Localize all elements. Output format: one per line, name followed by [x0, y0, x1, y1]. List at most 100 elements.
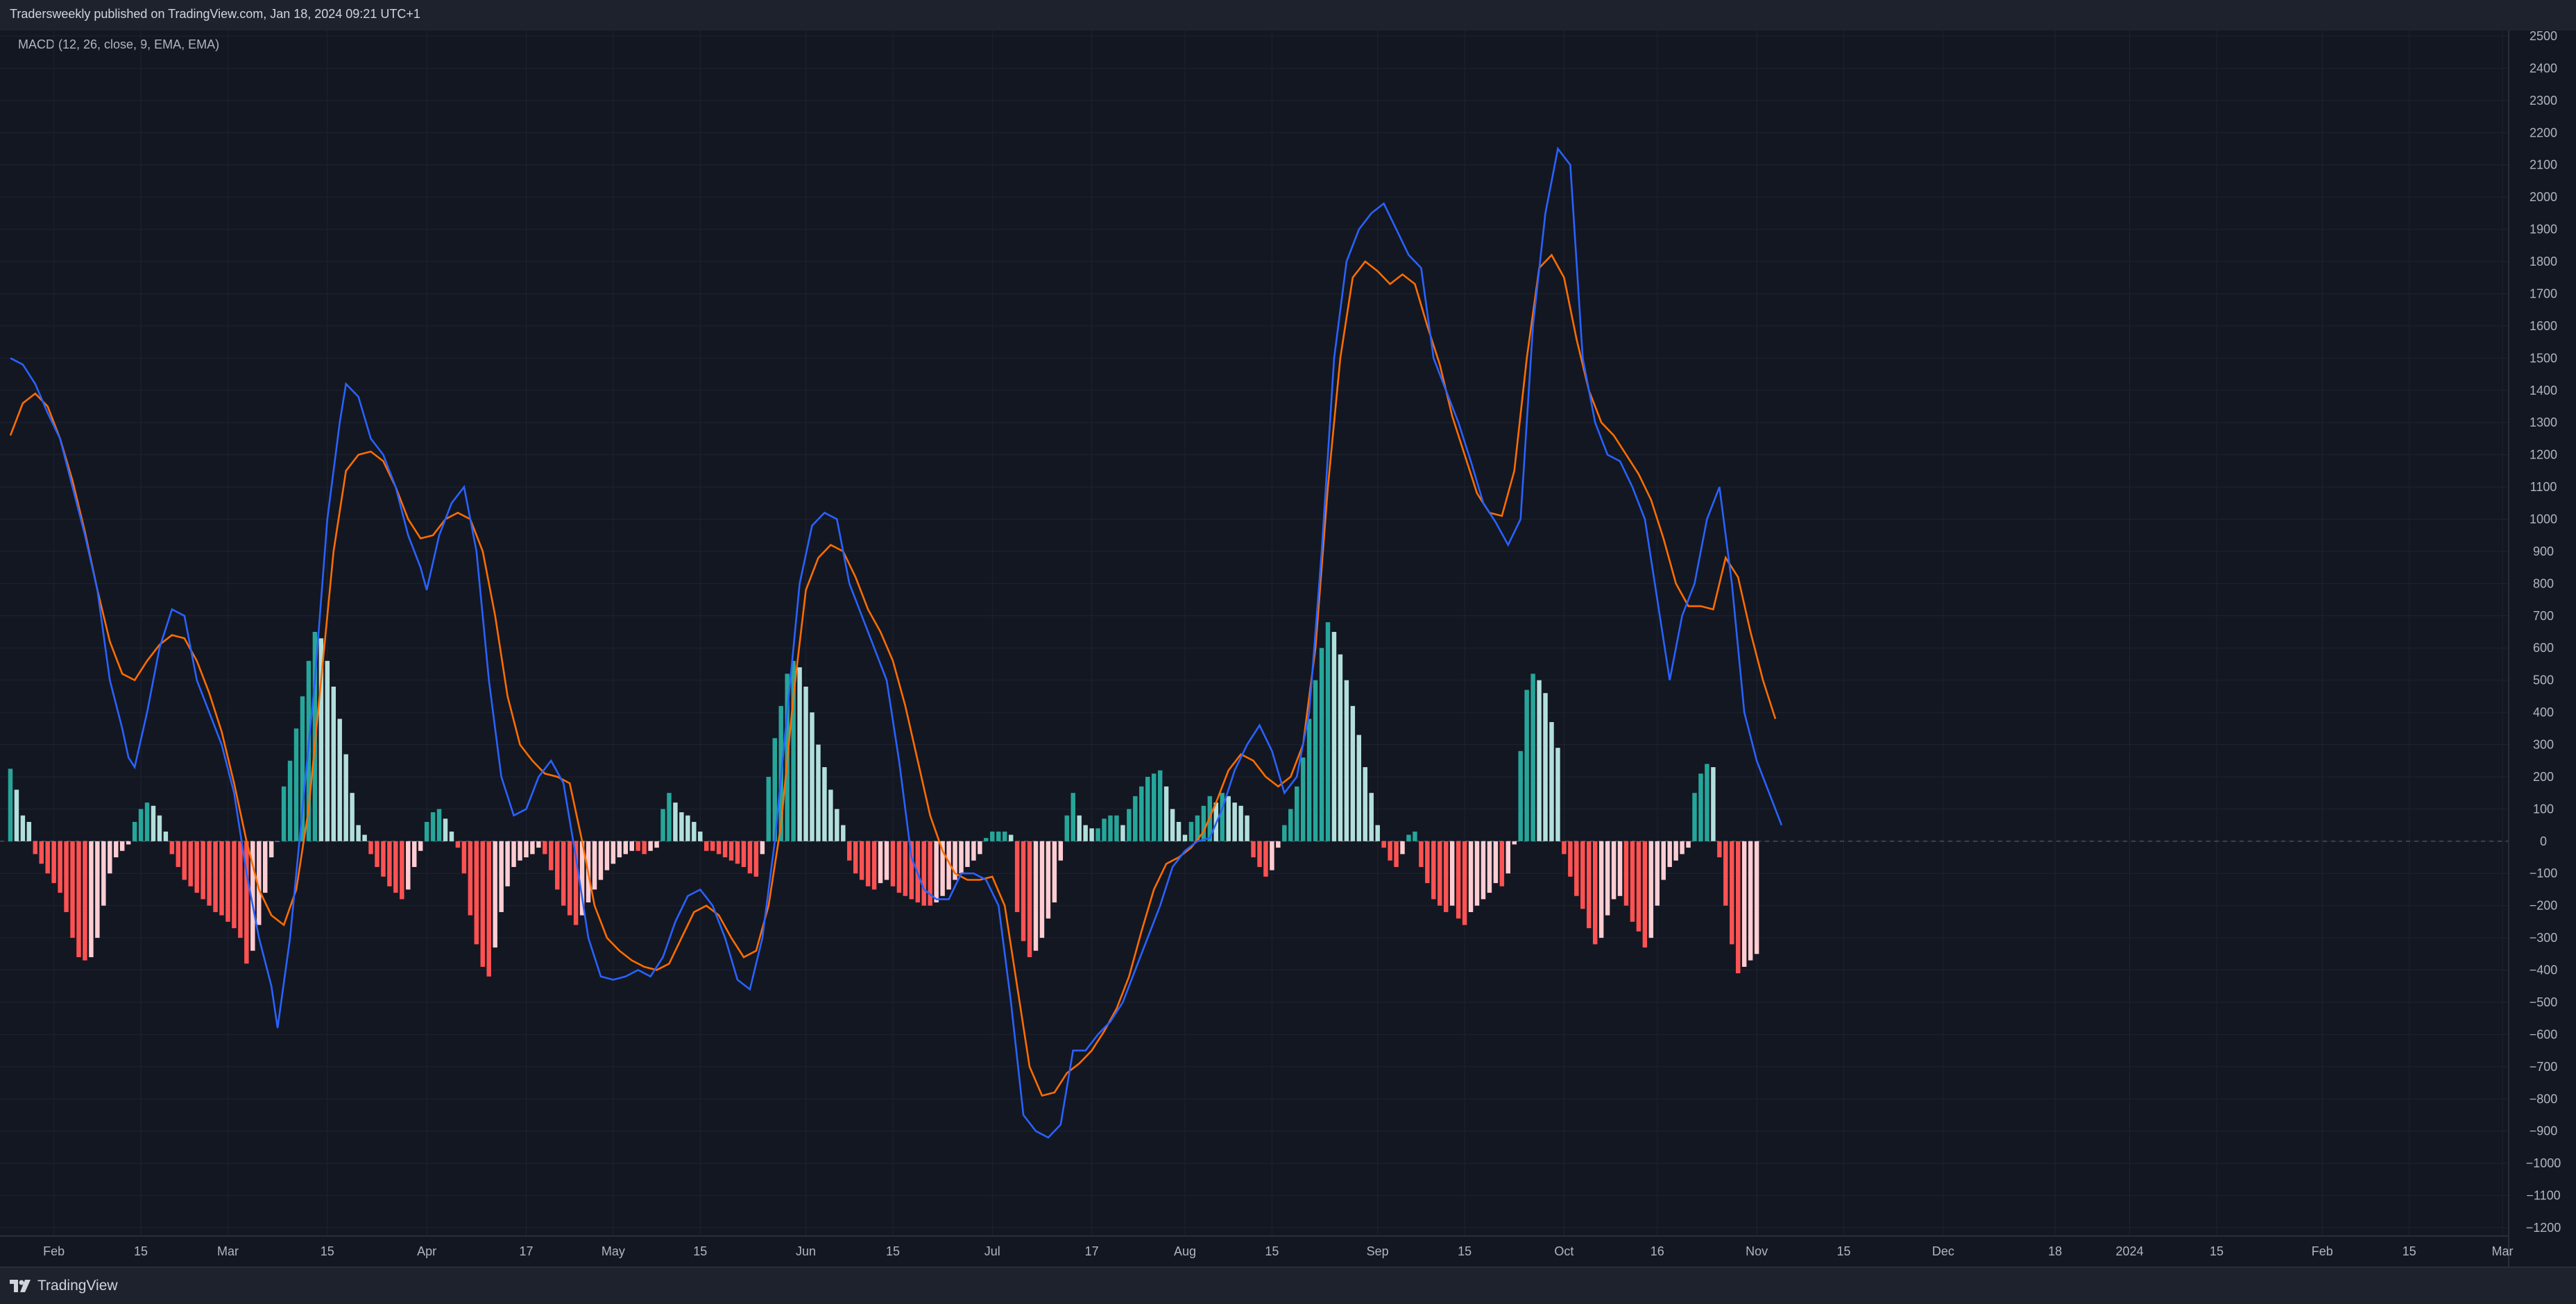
histogram-bar	[1425, 841, 1430, 884]
histogram-bar	[213, 841, 218, 912]
histogram-bar	[940, 841, 945, 896]
histogram-bar	[1711, 767, 1716, 841]
histogram-bar	[1338, 654, 1343, 841]
histogram-bar	[1226, 796, 1231, 841]
histogram-bar	[1487, 841, 1492, 893]
histogram-bar	[108, 841, 112, 874]
histogram-bar	[163, 831, 169, 841]
histogram-bar	[1008, 834, 1014, 841]
publish-caption: Tradersweekly published on TradingView.c…	[10, 7, 420, 21]
histogram-bar	[511, 841, 516, 867]
histogram-bar	[58, 841, 62, 893]
histogram-bar	[89, 841, 94, 957]
time-tick-label: 18	[2048, 1244, 2062, 1258]
histogram-bar	[1474, 841, 1480, 906]
time-tick-label: Feb	[2312, 1244, 2333, 1258]
histogram-bar	[1400, 841, 1405, 855]
histogram-bar	[1064, 815, 1070, 841]
histogram-bar	[1263, 841, 1268, 877]
price-tick-label: −600	[2530, 1027, 2558, 1041]
histogram-bar	[604, 841, 610, 870]
histogram-bar	[735, 841, 740, 864]
histogram-bar	[1754, 841, 1759, 954]
histogram-bar	[1438, 841, 1442, 906]
histogram-bar	[1344, 680, 1349, 841]
histogram-bar	[1350, 705, 1356, 841]
histogram-bar	[480, 841, 485, 967]
histogram-bar	[896, 841, 902, 893]
price-tick-label: 100	[2533, 802, 2554, 816]
histogram-bar	[878, 841, 883, 884]
histogram-bar	[1636, 841, 1641, 932]
histogram-bar	[847, 841, 852, 861]
indicator-legend[interactable]: MACD (12, 26, close, 9, EMA, EMA)	[18, 37, 220, 51]
histogram-bar	[841, 825, 846, 841]
histogram-bar	[1089, 828, 1094, 841]
grid	[0, 31, 2509, 1236]
histogram-bar	[1058, 841, 1064, 861]
histogram-bar	[1288, 809, 1293, 841]
histogram-bar	[555, 841, 560, 890]
histogram-bar	[816, 744, 821, 841]
price-tick-label: −900	[2530, 1124, 2558, 1138]
histogram-bar	[978, 841, 982, 855]
tradingview-logo[interactable]: TradingView	[10, 1278, 118, 1294]
histogram-bar	[753, 841, 759, 877]
time-tick-label: 15	[134, 1244, 148, 1258]
histogram-bar	[26, 821, 32, 841]
histogram-bar	[461, 841, 467, 874]
tradingview-logo-text: TradingView	[37, 1278, 118, 1294]
histogram-bar	[499, 841, 504, 912]
time-axis[interactable]: Feb 15 Mar 15 Apr 17 May 15 Jun 15 Jul 17 Aug 15 Sep 15…	[43, 1244, 2513, 1258]
histogram-bar	[1270, 841, 1274, 870]
time-tick-label: Jun	[796, 1244, 816, 1258]
histogram-bar	[1251, 841, 1256, 858]
macd-chart[interactable]: 2500240023002200210020001900180017001600…	[0, 0, 2576, 1267]
histogram-bar	[1033, 841, 1039, 951]
histogram-bar	[1027, 841, 1032, 957]
price-tick-label: −1100	[2526, 1189, 2560, 1203]
histogram-bar	[1730, 841, 1734, 945]
histogram-bar	[381, 841, 386, 877]
histogram-bar	[325, 660, 330, 841]
price-tick-label: 2300	[2530, 94, 2557, 108]
histogram-bar	[685, 815, 690, 841]
histogram-bar	[157, 815, 162, 841]
histogram-bar	[1356, 735, 1362, 841]
histogram-bar	[1723, 841, 1728, 906]
histogram-bar	[114, 841, 119, 858]
histogram-bar	[1481, 841, 1486, 900]
histogram-bar	[368, 841, 373, 855]
histogram-bar	[1046, 841, 1051, 919]
histogram-bar	[1630, 841, 1635, 922]
histogram-bar	[629, 841, 634, 851]
histogram-bar	[1220, 793, 1225, 841]
histogram-bar	[1493, 841, 1499, 884]
price-tick-label: 200	[2533, 770, 2554, 784]
time-tick-label: 17	[1085, 1244, 1099, 1258]
histogram-bar	[1468, 841, 1474, 912]
histogram-bar	[660, 809, 665, 841]
histogram-bar	[268, 841, 274, 858]
price-tick-label: −800	[2530, 1092, 2558, 1106]
histogram-bar	[449, 831, 454, 841]
histogram-bar	[1300, 757, 1306, 841]
histogram-bar	[33, 841, 38, 855]
histogram-bar	[126, 841, 131, 845]
histogram-bar	[704, 841, 709, 851]
histogram-bar	[1574, 841, 1579, 896]
price-axis[interactable]: 2500240023002200210020001900180017001600…	[2526, 29, 2561, 1235]
histogram-bar	[101, 841, 106, 906]
histogram-bar	[182, 841, 187, 880]
histogram-bar	[132, 821, 137, 841]
histogram-bar	[884, 841, 889, 880]
histogram-bar	[946, 841, 951, 890]
price-tick-label: 1900	[2530, 223, 2557, 237]
histogram-bar	[356, 825, 361, 841]
histogram-bar	[151, 805, 156, 841]
histogram-bar	[169, 841, 175, 855]
time-tick-label: 15	[2403, 1244, 2416, 1258]
time-tick-label: May	[602, 1244, 625, 1258]
histogram-bar	[536, 841, 541, 848]
histogram-bar	[561, 841, 566, 906]
